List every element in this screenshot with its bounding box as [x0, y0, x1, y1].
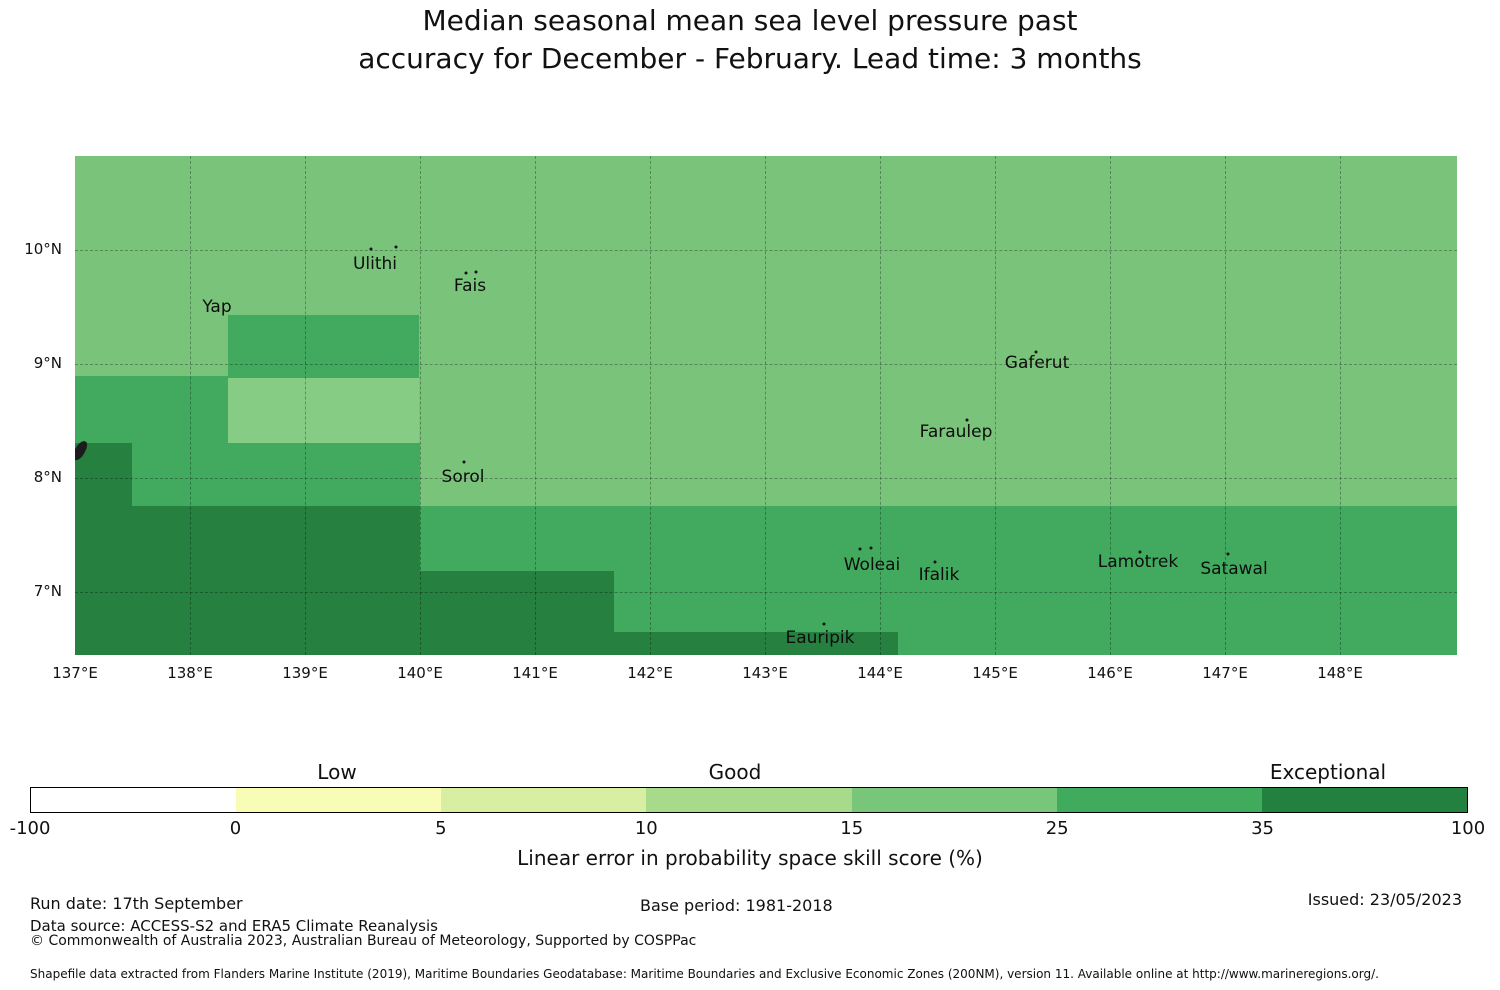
y-tick-label-1: 9°N [33, 354, 62, 372]
colorbar-segment-5 [1056, 788, 1262, 812]
chart-title-line1: Median seasonal mean sea level pressure … [422, 4, 1078, 37]
colorbar-tick-35: 35 [1251, 818, 1275, 839]
region-southwest-zone [75, 506, 420, 655]
y-tick-label-0: 10°N [24, 240, 62, 258]
run-date-text: Run date: 17th September [30, 894, 243, 913]
issued-text: Issued: 23/05/2023 [1307, 890, 1462, 909]
base-period-text: Base period: 1981-2018 [640, 896, 833, 915]
copyright-text: © Commonwealth of Australia 2023, Austra… [30, 933, 697, 949]
island-dot-ulithi-1 [369, 247, 373, 251]
island-label-satawal: Satawal [1200, 559, 1268, 579]
y-tick-label-2: 8°N [33, 468, 62, 486]
colorbar-category-good: Good [708, 760, 762, 784]
x-tick-label-8: 145°E [972, 664, 1018, 682]
gridline-v-0 [190, 156, 191, 655]
x-tick-label-0: 137°E [52, 664, 98, 682]
gridline-v-3 [535, 156, 536, 655]
island-dot-satawal-0 [1226, 552, 1230, 556]
colorbar-tick-5: 5 [435, 818, 447, 839]
island-label-lamotrek: Lamotrek [1097, 552, 1179, 572]
region-south-central-block [420, 571, 614, 655]
island-dot-eauripik-0 [822, 622, 826, 626]
island-dot-woleai-0 [858, 547, 862, 551]
gridline-h-0 [75, 250, 1457, 251]
colorbar-segment-2 [441, 788, 647, 812]
shapefile-note-text: Shapefile data extracted from Flanders M… [30, 967, 1379, 981]
island-label-eauripik: Eauripik [785, 628, 855, 648]
island-label-faraulep: Faraulep [919, 422, 993, 442]
colorbar-tick-100: 100 [1450, 818, 1486, 839]
x-tick-label-3: 140°E [397, 664, 443, 682]
x-tick-label-6: 143°E [742, 664, 788, 682]
y-tick-label-3: 7°N [33, 582, 62, 600]
x-tick-label-10: 147°E [1202, 664, 1248, 682]
region-yap-cell [228, 378, 419, 443]
colorbar-tick-15: 15 [840, 818, 864, 839]
x-tick-label-5: 142°E [627, 664, 673, 682]
colorbar-category-low: Low [317, 760, 357, 784]
island-label-ifalik: Ifalik [918, 565, 960, 585]
region-west-dark-block [75, 443, 132, 506]
island-label-gaferut: Gaferut [1004, 353, 1070, 373]
colorbar [30, 787, 1468, 813]
region-ulithi-block [228, 315, 419, 378]
island-dot-sorol-0 [462, 460, 466, 464]
colorbar-tick--100: -100 [9, 818, 51, 839]
island-dot-faraulep-0 [965, 418, 969, 422]
colorbar-tick-0: 0 [229, 818, 242, 839]
gridline-v-7 [995, 156, 996, 655]
region-west-band [75, 376, 228, 443]
colorbar-tick-25: 25 [1045, 818, 1069, 839]
gridline-v-5 [765, 156, 766, 655]
colorbar-segment-4 [851, 788, 1057, 812]
colorbar-segment-0 [31, 788, 237, 812]
x-tick-label-4: 141°E [512, 664, 558, 682]
gridline-v-6 [880, 156, 881, 655]
region-west-band-2 [132, 443, 420, 506]
gridline-h-3 [75, 592, 1457, 593]
island-label-woleai: Woleai [843, 555, 901, 575]
x-tick-label-2: 139°E [282, 664, 328, 682]
chart-title-line2: accuracy for December - February. Lead t… [358, 42, 1142, 75]
island-dot-gaferut-0 [1034, 350, 1038, 354]
data-source-text: Data source: ACCESS-S2 and ERA5 Climate … [30, 917, 438, 935]
colorbar-axis-label: Linear error in probability space skill … [517, 846, 983, 870]
island-dot-ulithi-0 [394, 245, 398, 249]
colorbar-segment-3 [646, 788, 852, 812]
island-dot-woleai-1 [869, 546, 873, 550]
map-area: Yap Ulithi Fais Sorol Gaferut Faraulep Woleai I… [75, 156, 1457, 655]
island-label-yap: Yap [202, 297, 232, 317]
gridline-v-10 [1340, 156, 1341, 655]
x-tick-label-7: 144°E [857, 664, 903, 682]
gridline-v-8 [1110, 156, 1111, 655]
island-label-fais: Fais [453, 276, 487, 296]
x-tick-label-9: 146°E [1087, 664, 1133, 682]
region-eauripik-strip [614, 632, 898, 655]
colorbar-segment-6 [1261, 788, 1467, 812]
gridline-v-2 [420, 156, 421, 655]
gridline-h-2 [75, 478, 1457, 479]
colorbar-tick-10: 10 [634, 818, 658, 839]
gridline-v-1 [305, 156, 306, 655]
gridline-h-1 [75, 364, 1457, 365]
colorbar-category-exceptional: Exceptional [1269, 760, 1387, 784]
island-dot-lamotrek-0 [1138, 550, 1142, 554]
island-dot-ifalik-0 [933, 560, 937, 564]
x-tick-label-11: 148°E [1317, 664, 1363, 682]
gridline-v-4 [650, 156, 651, 655]
island-dot-fais-0 [464, 271, 468, 275]
island-dot-fais-1 [474, 270, 478, 274]
gridline-v-9 [1225, 156, 1226, 655]
island-label-ulithi: Ulithi [352, 254, 398, 274]
colorbar-segment-1 [236, 788, 442, 812]
island-label-sorol: Sorol [441, 467, 485, 487]
x-tick-label-1: 138°E [167, 664, 213, 682]
